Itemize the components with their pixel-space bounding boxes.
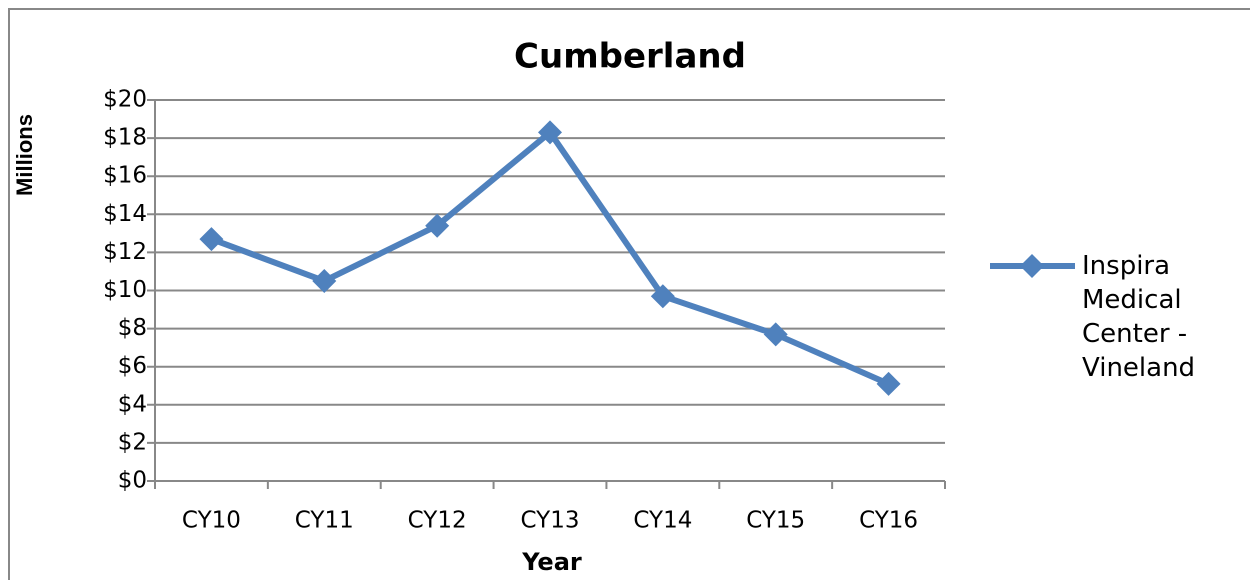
point — [312, 268, 337, 293]
legend-label: Inspira Medical Center - Vineland — [1082, 251, 1196, 383]
point — [650, 284, 675, 309]
y-tick-label: $4 — [118, 391, 147, 417]
x-tick-label: CY11 — [295, 508, 354, 534]
point — [538, 120, 562, 145]
x-axis-title: Year — [521, 548, 582, 576]
y-tick-label: $2 — [118, 429, 147, 455]
y-tick-label: $14 — [103, 201, 147, 227]
y-tick-label: $16 — [103, 163, 147, 189]
y-tick-label: $8 — [118, 315, 147, 341]
x-tick-label: CY10 — [182, 508, 241, 534]
frame — [8, 8, 1250, 580]
x-tick-label: CY13 — [521, 508, 580, 534]
x-tick-label: CY12 — [408, 508, 467, 534]
y-axis-title: Millions — [12, 114, 37, 196]
series-line — [210, 129, 890, 387]
point — [876, 371, 901, 396]
y-tick-label: $18 — [103, 125, 147, 151]
x-tick-label: CY15 — [746, 508, 805, 534]
point — [425, 213, 450, 238]
y-tick-label: $6 — [118, 353, 147, 379]
legend-marker — [1020, 254, 1044, 278]
chart-title: Cumberland — [514, 37, 746, 77]
y-tick-label: $0 — [118, 468, 147, 494]
x-tick-label: CY14 — [633, 508, 692, 534]
y-tick-label: $20 — [103, 87, 147, 113]
point — [199, 227, 224, 252]
y-tick-label: $10 — [103, 277, 147, 303]
x-tick-label: CY16 — [859, 508, 918, 534]
y-tick-label: $12 — [103, 239, 147, 265]
point — [763, 322, 788, 347]
